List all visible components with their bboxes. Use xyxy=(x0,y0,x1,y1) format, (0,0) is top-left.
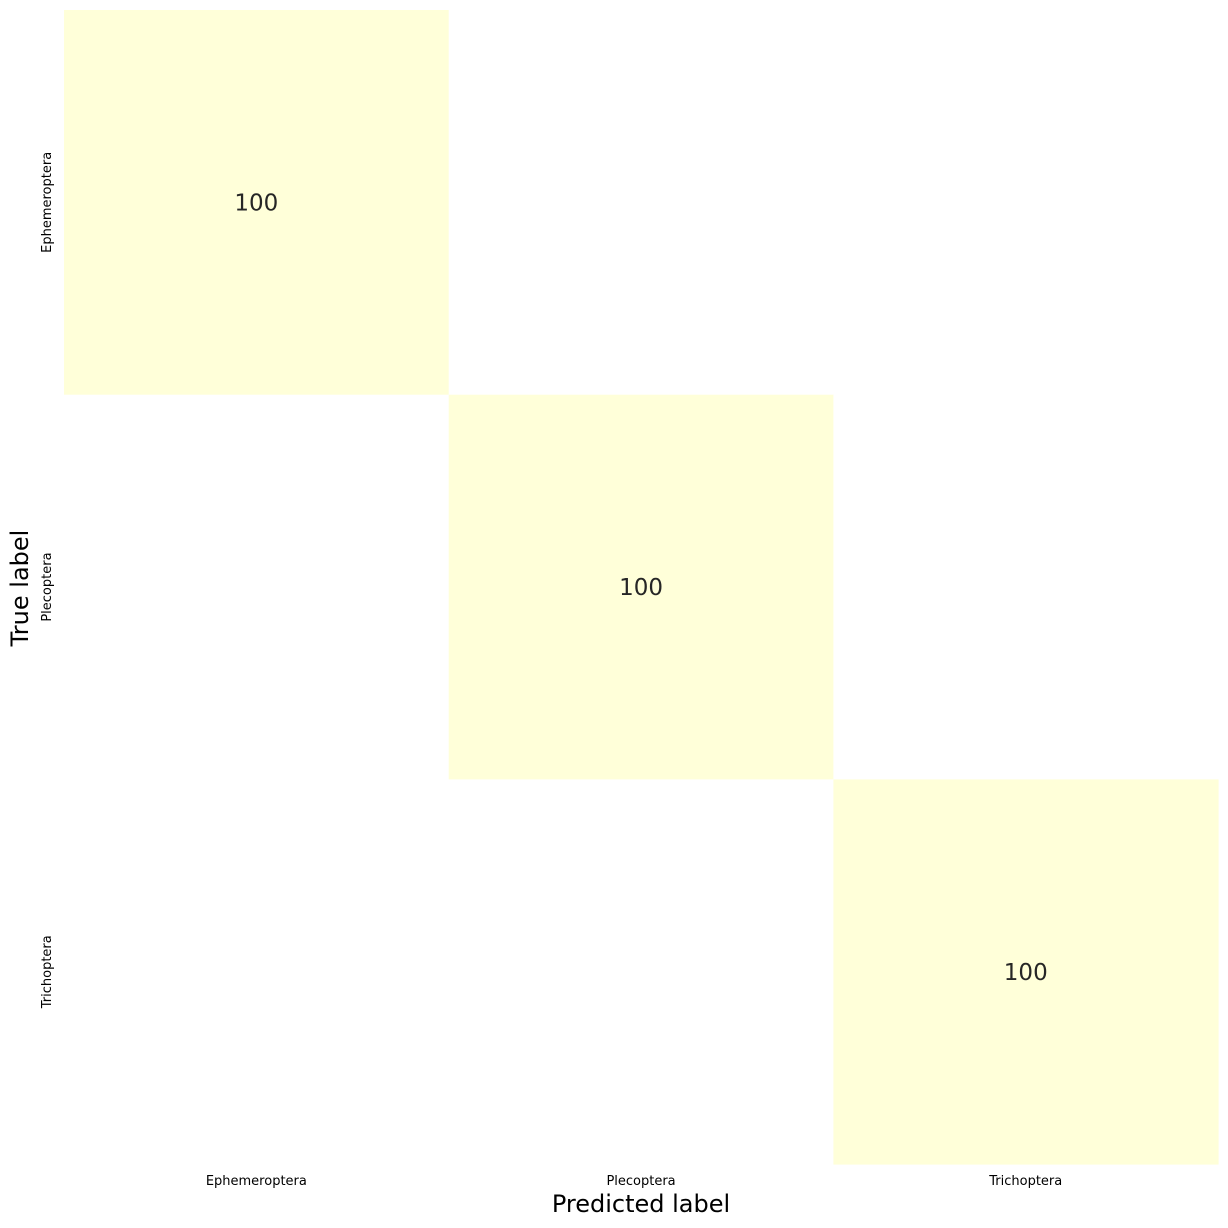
heatmap-cell xyxy=(448,394,834,780)
x-tick-label: Trichoptera xyxy=(988,1174,1062,1189)
y-tick-label: Trichoptera xyxy=(40,935,55,1009)
heatmap-cell xyxy=(833,779,1219,1165)
heatmap-cell xyxy=(833,394,1219,780)
cell-annotations: 100 100 100 xyxy=(234,190,1047,985)
heatmap-cell xyxy=(448,779,834,1165)
heatmap-cell xyxy=(833,10,1219,396)
x-tick-label: Ephemeroptera xyxy=(206,1174,307,1189)
heatmap-cell xyxy=(64,394,450,780)
heatmap-cell xyxy=(64,10,450,396)
y-tick-labels: Ephemeroptera Plecoptera Trichoptera xyxy=(40,152,55,1009)
x-axis-label: Predicted label xyxy=(552,1190,730,1218)
x-tick-labels: Ephemeroptera Plecoptera Trichoptera xyxy=(206,1174,1062,1189)
cell-value-label: 100 xyxy=(619,575,663,601)
heatmap-cell xyxy=(64,779,450,1165)
y-tick-label: Ephemeroptera xyxy=(40,152,55,253)
x-tick-label: Plecoptera xyxy=(606,1174,675,1189)
cell-value-label: 100 xyxy=(1004,960,1048,986)
cell-value-label: 100 xyxy=(234,190,278,216)
heatmap-cell xyxy=(448,10,834,396)
y-tick-label: Plecoptera xyxy=(40,552,55,621)
y-axis-label: True label xyxy=(6,530,34,648)
heatmap-cells xyxy=(64,10,1219,1165)
